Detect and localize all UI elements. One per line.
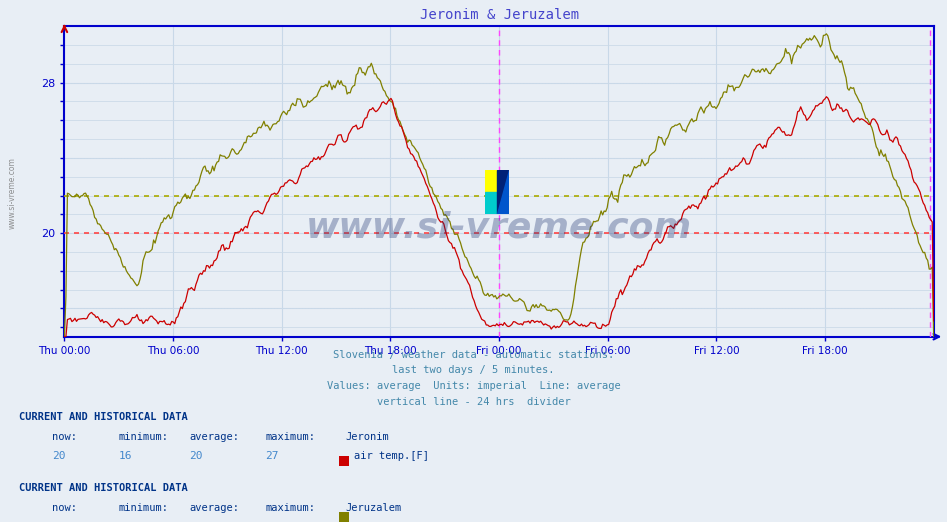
Text: CURRENT AND HISTORICAL DATA: CURRENT AND HISTORICAL DATA bbox=[19, 483, 188, 493]
Text: minimum:: minimum: bbox=[118, 503, 169, 513]
Text: average:: average: bbox=[189, 432, 240, 442]
Text: CURRENT AND HISTORICAL DATA: CURRENT AND HISTORICAL DATA bbox=[19, 412, 188, 422]
Polygon shape bbox=[497, 170, 509, 214]
Text: Values: average  Units: imperial  Line: average: Values: average Units: imperial Line: av… bbox=[327, 381, 620, 391]
Text: minimum:: minimum: bbox=[118, 432, 169, 442]
Text: maximum:: maximum: bbox=[265, 503, 315, 513]
Text: www.si-vreme.com: www.si-vreme.com bbox=[306, 211, 692, 245]
Text: Slovenia / weather data - automatic stations.: Slovenia / weather data - automatic stat… bbox=[333, 350, 614, 360]
Text: now:: now: bbox=[52, 432, 77, 442]
Text: average:: average: bbox=[189, 503, 240, 513]
Text: air temp.[F]: air temp.[F] bbox=[354, 452, 429, 461]
Text: maximum:: maximum: bbox=[265, 432, 315, 442]
Text: Jeruzalem: Jeruzalem bbox=[346, 503, 402, 513]
Text: vertical line - 24 hrs  divider: vertical line - 24 hrs divider bbox=[377, 397, 570, 407]
Text: 20: 20 bbox=[189, 452, 203, 461]
Text: 27: 27 bbox=[265, 452, 278, 461]
Title: Jeronim & Jeruzalem: Jeronim & Jeruzalem bbox=[420, 8, 579, 22]
Text: Jeronim: Jeronim bbox=[346, 432, 389, 442]
Text: now:: now: bbox=[52, 503, 77, 513]
Bar bbox=[485, 192, 497, 214]
Text: 20: 20 bbox=[52, 452, 65, 461]
Bar bbox=[497, 170, 509, 214]
Text: last two days / 5 minutes.: last two days / 5 minutes. bbox=[392, 365, 555, 375]
Text: www.si-vreme.com: www.si-vreme.com bbox=[8, 157, 17, 229]
Bar bbox=[485, 170, 497, 192]
Text: 16: 16 bbox=[118, 452, 132, 461]
